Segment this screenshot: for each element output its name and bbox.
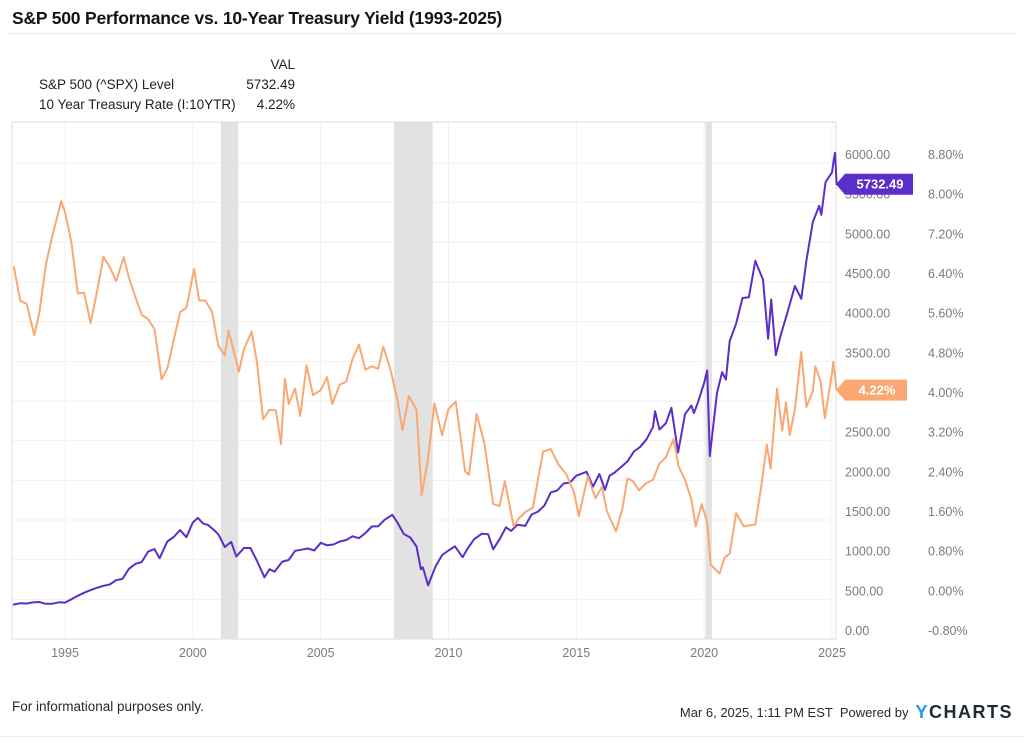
spx-axis-label: 4500.00 — [845, 267, 890, 281]
timestamp: Mar 6, 2025, 1:11 PM EST — [679, 705, 833, 720]
legend-val-header: VAL — [270, 56, 295, 72]
powered-by-label: Powered by — [839, 705, 909, 720]
spx-axis-label: 2000.00 — [845, 465, 890, 479]
rate-value-badge: 4.22% — [836, 379, 907, 401]
legend-item-label: 10 Year Treasury Rate (I:10YTR) — [39, 96, 236, 112]
spx-axis-label: 3500.00 — [845, 346, 890, 360]
x-axis-label: 2015 — [562, 646, 590, 660]
x-axis-label: 2020 — [690, 646, 718, 660]
footer-attribution: Mar 6, 2025, 1:11 PM EST Powered by Y CHA… — [680, 702, 1013, 723]
rate-axis-label: 5.60% — [928, 307, 963, 321]
rate-axis-label: 6.40% — [928, 267, 963, 281]
spx-axis-label: 500.00 — [845, 584, 883, 598]
legend: VAL S&P 500 (^SPX) Level 5732.49 10 Year… — [22, 54, 295, 114]
spx-line[interactable] — [12, 151, 838, 606]
spx-axis-label: 2500.00 — [845, 426, 890, 440]
rate-axis-label: 2.40% — [928, 465, 963, 479]
rate-axis-label: 7.20% — [928, 227, 963, 241]
spx-value-badge: 5732.49 — [836, 173, 913, 195]
spx-axis-label: 4000.00 — [845, 307, 890, 321]
spx-axis-label: 6000.00 — [845, 148, 890, 162]
rate-axis-label: 8.80% — [928, 148, 963, 162]
recession-band — [394, 122, 433, 639]
x-axis-label: 2005 — [307, 646, 335, 660]
rate-axis-label: 1.60% — [928, 505, 963, 519]
legend-item-value: 4.22% — [256, 96, 295, 112]
rate-axis-label: -0.80% — [928, 624, 968, 638]
rate-axis-label: 3.20% — [928, 426, 963, 440]
title-divider — [7, 33, 1017, 34]
spx-axis-label: 0.00 — [845, 624, 869, 638]
x-axis-label: 2025 — [818, 646, 846, 660]
ycharts-logo: Y CHARTS — [915, 702, 1013, 722]
treasury-line[interactable] — [12, 200, 838, 575]
rate-axis-label: 4.00% — [928, 386, 963, 400]
spx-axis-label: 1500.00 — [845, 505, 890, 519]
rate-axis-label: 8.00% — [928, 188, 963, 202]
x-axis-label: 2000 — [179, 646, 207, 660]
disclaimer-text: For informational purposes only. — [12, 699, 204, 714]
spx-axis-label: 1000.00 — [845, 545, 890, 559]
rate-axis-label: 0.00% — [928, 584, 963, 598]
recession-band — [220, 122, 239, 639]
x-axis-label: 2010 — [435, 646, 463, 660]
svg-text:5732.49: 5732.49 — [857, 177, 904, 192]
page-title: S&P 500 Performance vs. 10-Year Treasury… — [12, 8, 503, 28]
rate-axis-label: 0.80% — [928, 545, 963, 559]
legend-item-treasury: 10 Year Treasury Rate (I:10YTR) 4.22% — [22, 94, 295, 114]
recession-band — [705, 122, 712, 639]
legend-item-spx: S&P 500 (^SPX) Level 5732.49 — [22, 74, 295, 94]
x-axis-label: 1995 — [51, 646, 79, 660]
legend-item-label: S&P 500 (^SPX) Level — [39, 76, 175, 92]
svg-text:4.22%: 4.22% — [859, 383, 896, 398]
legend-item-value: 5732.49 — [246, 76, 295, 92]
rate-axis-label: 4.80% — [928, 346, 963, 360]
legend-header-row: VAL — [22, 54, 295, 74]
spx-axis-label: 5000.00 — [845, 227, 890, 241]
